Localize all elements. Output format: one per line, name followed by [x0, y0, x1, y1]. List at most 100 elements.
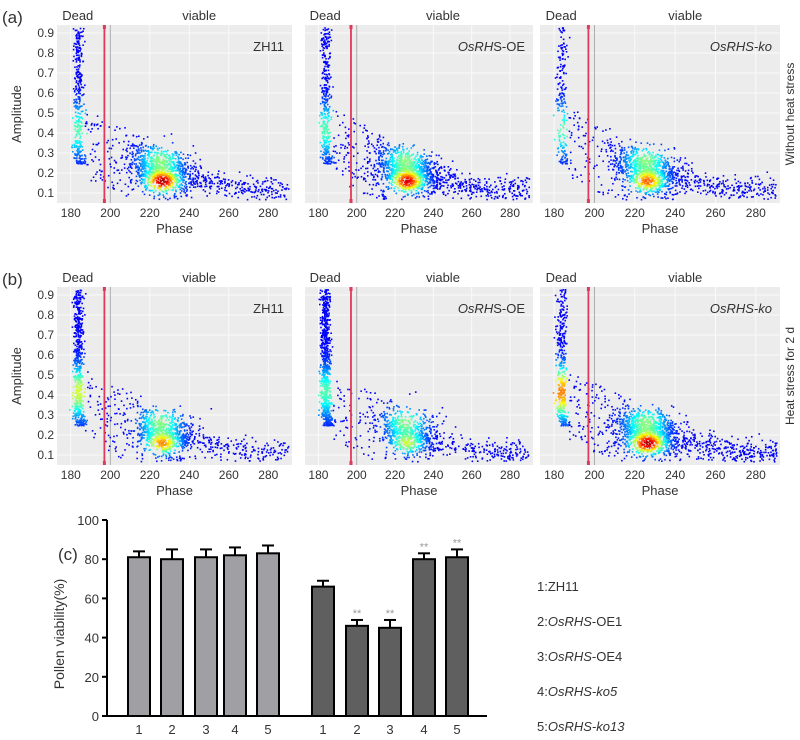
scatter-point [563, 114, 566, 117]
scatter-point [171, 166, 174, 169]
scatter-point [138, 144, 141, 146]
x-tick-label: 280 [500, 206, 520, 220]
scatter-point [159, 180, 162, 183]
scatter-point [216, 182, 219, 184]
scatter-point [79, 64, 81, 66]
scatter-point [320, 32, 323, 34]
scatter-point [436, 180, 438, 183]
scatter-point [114, 129, 116, 132]
scatter-point [155, 172, 157, 174]
scatter-point [413, 172, 416, 174]
scatter-point [323, 131, 325, 133]
scatter-point [429, 177, 432, 180]
scatter-point [426, 168, 429, 171]
scatter-point [557, 109, 559, 112]
scatter-point [425, 169, 428, 171]
scatter-point [320, 150, 322, 153]
scatter-point [133, 147, 135, 149]
scatter-point [703, 182, 705, 185]
scatter-point [649, 185, 652, 188]
scatter-point [169, 180, 172, 182]
scatter-point [440, 175, 442, 178]
scatter-point [427, 161, 430, 164]
scatter-point [267, 191, 269, 194]
scatter-point [375, 159, 377, 162]
scatter-point [80, 141, 83, 143]
scatter-point [366, 137, 368, 140]
scatter-point [385, 167, 388, 169]
scatter-point [415, 185, 417, 188]
scatter-point [155, 173, 158, 175]
scatter-point [641, 161, 643, 164]
scatter-point [556, 99, 559, 102]
scatter-point [661, 169, 663, 172]
scatter-point [684, 192, 686, 195]
scatter-point [378, 156, 380, 158]
scatter-point [607, 165, 610, 168]
scatter-point [136, 166, 139, 169]
scatter-point [347, 128, 350, 130]
scatter-point [84, 155, 87, 158]
scatter-point [197, 171, 200, 174]
scatter-point [76, 37, 79, 40]
scatter-point [774, 197, 777, 199]
scatter-point [375, 148, 378, 151]
scatter-point [636, 152, 639, 154]
scatter-point [139, 165, 142, 167]
scatter-point [152, 173, 155, 175]
scatter-point [451, 183, 454, 186]
scatter-point [228, 192, 231, 195]
scatter-point [80, 73, 82, 75]
scatter-point [169, 166, 172, 168]
scatter-point [445, 181, 447, 184]
scatter-point [404, 159, 406, 161]
scatter-point [173, 192, 176, 195]
scatter-point [750, 196, 753, 198]
scatter-point [138, 176, 141, 178]
scatter-point [73, 102, 75, 104]
scatter-point [478, 187, 481, 190]
scatter-point [78, 47, 80, 50]
scatter-point [452, 176, 455, 178]
scatter-point [171, 178, 174, 181]
scatter-point [634, 153, 637, 156]
scatter-point [78, 80, 80, 83]
scatter-point [630, 158, 632, 161]
scatter-point [669, 174, 672, 177]
scatter-point [323, 73, 326, 75]
scatter-point [422, 160, 425, 163]
scatter-point [169, 168, 171, 171]
scatter-point [744, 188, 747, 191]
scatter-point [231, 184, 233, 187]
scatter-point [79, 155, 82, 158]
scatter-point [121, 154, 123, 157]
scatter-point [460, 181, 463, 183]
scatter-point [420, 176, 423, 179]
scatter-point [324, 86, 327, 89]
scatter-point [711, 184, 713, 187]
scatter-point [199, 158, 202, 161]
scatter-point [410, 190, 413, 193]
scatter-point [192, 160, 195, 162]
scatter-point [402, 175, 405, 178]
scatter-point [511, 185, 514, 187]
scatter-point [285, 198, 288, 201]
scatter-point [407, 182, 409, 184]
scatter-point [392, 158, 395, 160]
scatter-point [178, 153, 180, 156]
scatter-point [422, 156, 424, 158]
scatter-point [329, 36, 332, 39]
scatter-point [520, 179, 523, 182]
scatter-point [582, 134, 585, 137]
scatter-point [561, 80, 564, 82]
scatter-point [653, 190, 655, 192]
scatter-point [151, 178, 154, 181]
scatter-point [559, 128, 562, 131]
scatter-point [436, 181, 439, 184]
scatter-point [611, 163, 614, 165]
scatter-point [399, 177, 401, 179]
scatter-point [90, 179, 93, 182]
scatter-point [620, 151, 622, 154]
scatter-point [562, 126, 565, 129]
scatter-point [561, 69, 563, 72]
